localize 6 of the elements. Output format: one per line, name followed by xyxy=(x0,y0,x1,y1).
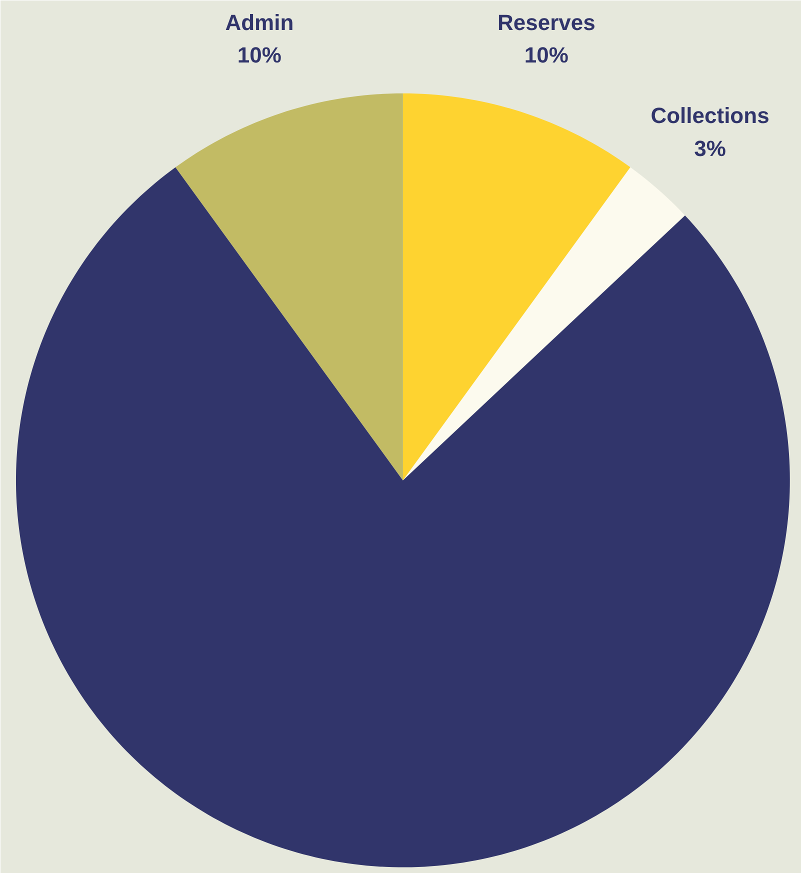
slice-label: Reserves xyxy=(497,10,596,35)
slice-label: Admin xyxy=(225,10,294,35)
data-label: 3% xyxy=(694,136,726,161)
data-label: 10% xyxy=(237,42,282,68)
slice-label: Collections xyxy=(650,103,770,128)
data-label: 10% xyxy=(524,42,568,68)
